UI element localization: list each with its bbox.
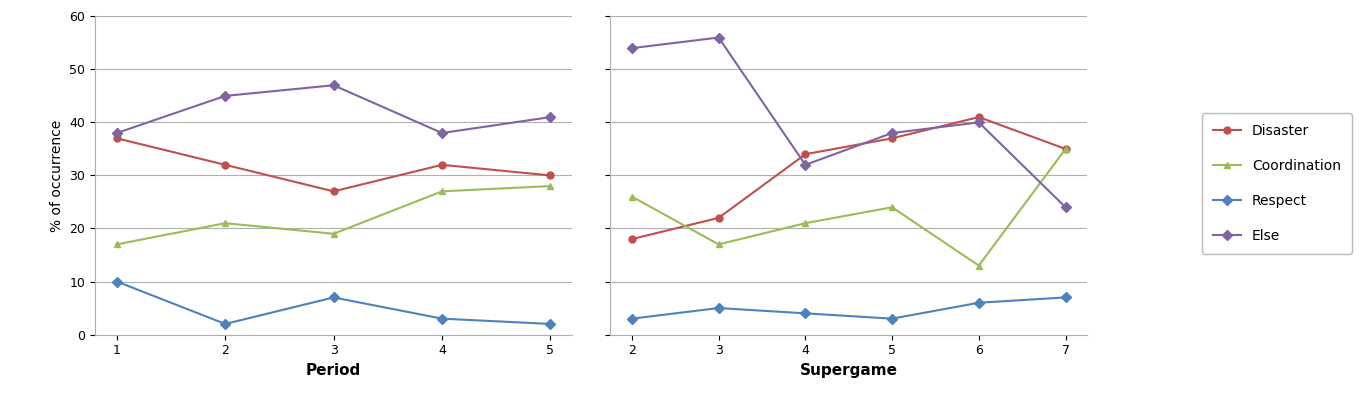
X-axis label: Supergame: Supergame (799, 363, 898, 378)
Y-axis label: % of occurrence: % of occurrence (50, 119, 64, 232)
Legend: Disaster, Coordination, Respect, Else: Disaster, Coordination, Respect, Else (1201, 113, 1352, 254)
X-axis label: Period: Period (306, 363, 361, 378)
